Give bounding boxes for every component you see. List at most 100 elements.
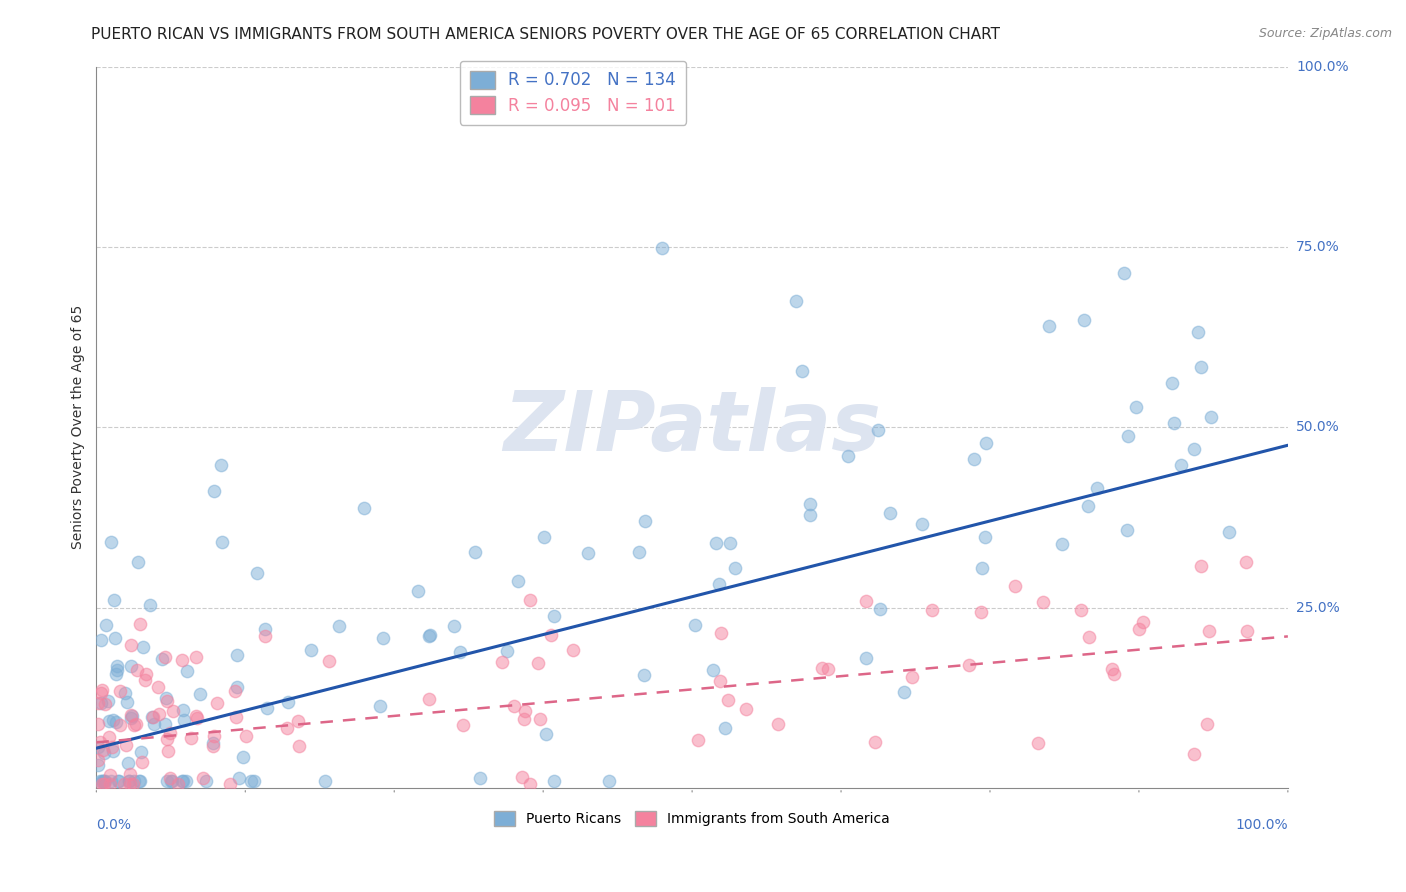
Point xyxy=(117,756,139,770)
Point xyxy=(153,717,176,731)
Point xyxy=(790,363,813,377)
Point xyxy=(101,739,124,754)
Point xyxy=(195,773,218,788)
Point xyxy=(533,530,555,544)
Point xyxy=(1199,410,1222,425)
Point xyxy=(167,777,190,791)
Point xyxy=(1102,666,1125,681)
Point xyxy=(142,710,165,724)
Point xyxy=(122,773,145,788)
Point xyxy=(132,640,155,655)
Point xyxy=(118,777,141,791)
Point xyxy=(419,628,441,642)
Point xyxy=(449,645,471,659)
Point xyxy=(318,654,340,668)
Point xyxy=(170,653,193,667)
Point xyxy=(519,593,541,607)
Point xyxy=(277,695,299,709)
Point xyxy=(89,735,111,749)
Point xyxy=(811,661,834,675)
Text: ZIPatlas: ZIPatlas xyxy=(503,387,882,467)
Point xyxy=(98,730,121,744)
Point xyxy=(714,722,737,736)
Point xyxy=(717,693,740,707)
Point xyxy=(108,684,131,698)
Point xyxy=(543,609,565,624)
Point xyxy=(232,750,254,764)
Point xyxy=(288,739,311,754)
Point xyxy=(228,771,250,785)
Point xyxy=(256,701,278,715)
Point xyxy=(837,449,859,463)
Text: PUERTO RICAN VS IMMIGRANTS FROM SOUTH AMERICA SENIORS POVERTY OVER THE AGE OF 65: PUERTO RICAN VS IMMIGRANTS FROM SOUTH AM… xyxy=(91,27,1001,42)
Point xyxy=(104,666,127,681)
Point xyxy=(799,508,821,522)
Point xyxy=(100,773,122,788)
Point xyxy=(91,773,114,788)
Point xyxy=(491,655,513,669)
Point xyxy=(1125,400,1147,414)
Point xyxy=(146,681,169,695)
Point xyxy=(201,739,224,754)
Point xyxy=(253,629,276,643)
Point xyxy=(155,691,177,706)
Point xyxy=(98,768,121,782)
Point xyxy=(243,773,266,788)
Point xyxy=(1234,555,1257,569)
Point xyxy=(124,718,146,732)
Point xyxy=(418,691,440,706)
Point xyxy=(1128,622,1150,636)
Point xyxy=(598,773,620,788)
Point xyxy=(87,753,110,767)
Point xyxy=(1085,482,1108,496)
Point xyxy=(100,535,122,549)
Point xyxy=(90,632,112,647)
Point xyxy=(1101,662,1123,676)
Point xyxy=(160,773,183,788)
Point xyxy=(866,423,889,437)
Point xyxy=(1004,578,1026,592)
Point xyxy=(159,726,181,740)
Point xyxy=(718,536,741,550)
Point xyxy=(901,670,924,684)
Point xyxy=(129,616,152,631)
Point xyxy=(724,561,747,575)
Text: 100.0%: 100.0% xyxy=(1236,818,1288,832)
Point xyxy=(576,546,599,560)
Point xyxy=(299,642,322,657)
Point xyxy=(540,627,562,641)
Point xyxy=(120,639,142,653)
Point xyxy=(418,629,440,643)
Point xyxy=(817,662,839,676)
Point xyxy=(855,594,877,608)
Point xyxy=(90,682,112,697)
Point xyxy=(633,514,655,528)
Point xyxy=(276,721,298,735)
Point xyxy=(89,773,111,788)
Point xyxy=(869,602,891,616)
Point xyxy=(768,716,790,731)
Point xyxy=(125,663,148,677)
Point xyxy=(86,739,108,754)
Point xyxy=(709,674,731,689)
Point xyxy=(735,702,758,716)
Point xyxy=(235,729,257,743)
Point xyxy=(468,771,491,785)
Text: Source: ZipAtlas.com: Source: ZipAtlas.com xyxy=(1258,27,1392,40)
Point xyxy=(510,770,533,784)
Point xyxy=(239,773,262,788)
Point xyxy=(855,651,877,665)
Point xyxy=(328,618,350,632)
Point xyxy=(150,652,173,666)
Point xyxy=(148,706,170,721)
Point xyxy=(224,684,246,698)
Point xyxy=(139,598,162,612)
Point xyxy=(1195,717,1218,731)
Point xyxy=(443,619,465,633)
Point xyxy=(193,772,215,786)
Point xyxy=(503,698,526,713)
Point xyxy=(93,777,115,791)
Point xyxy=(406,584,429,599)
Point xyxy=(226,680,249,694)
Point xyxy=(121,709,143,723)
